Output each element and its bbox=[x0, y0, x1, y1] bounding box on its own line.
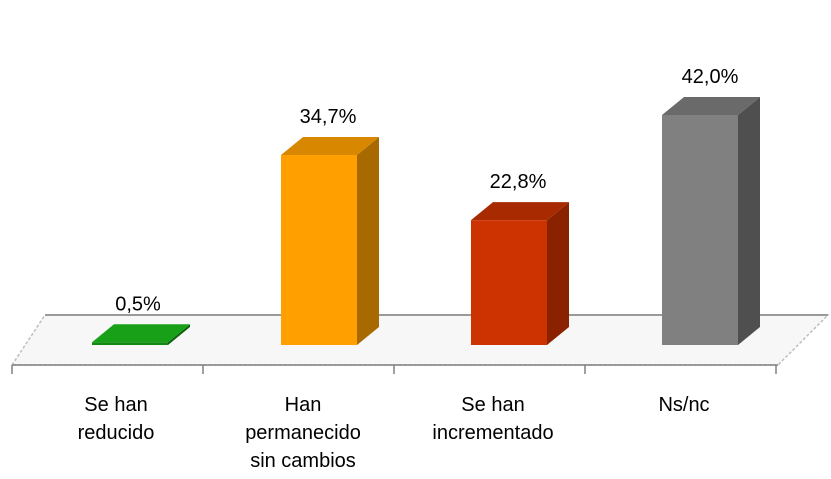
bar-top bbox=[662, 97, 760, 115]
bar-front bbox=[662, 115, 738, 345]
bars bbox=[92, 97, 760, 345]
bar-front bbox=[92, 342, 168, 345]
bar-front bbox=[281, 154, 357, 345]
value-label: 22,8% bbox=[490, 171, 547, 193]
value-label: 42,0% bbox=[682, 66, 739, 88]
category-label: Se han incrementado bbox=[432, 394, 553, 444]
bar-front bbox=[471, 220, 547, 345]
bar-side bbox=[738, 97, 760, 345]
category-axis bbox=[11, 364, 778, 374]
bar bbox=[281, 136, 379, 345]
value-label: 0,5% bbox=[115, 293, 161, 315]
bar-top bbox=[281, 136, 379, 155]
bar-side bbox=[357, 136, 379, 345]
category-labels: Se han reducido Han permanecido sin cambios S… bbox=[78, 394, 710, 472]
category-label: Se han reducido bbox=[78, 394, 155, 444]
bar bbox=[471, 202, 569, 345]
value-label: 34,7% bbox=[300, 106, 357, 128]
bar-top bbox=[471, 202, 569, 221]
category-label: Ns/nc bbox=[658, 394, 709, 416]
bar-side bbox=[168, 324, 190, 345]
bar-side bbox=[547, 202, 569, 345]
bar bbox=[662, 97, 760, 345]
bar bbox=[92, 324, 190, 345]
category-label: Han permanecido sin cambios bbox=[245, 394, 361, 472]
value-labels: 0,5% 34,7% 22,8% 42,0% bbox=[115, 66, 738, 315]
bar-top bbox=[92, 324, 190, 343]
